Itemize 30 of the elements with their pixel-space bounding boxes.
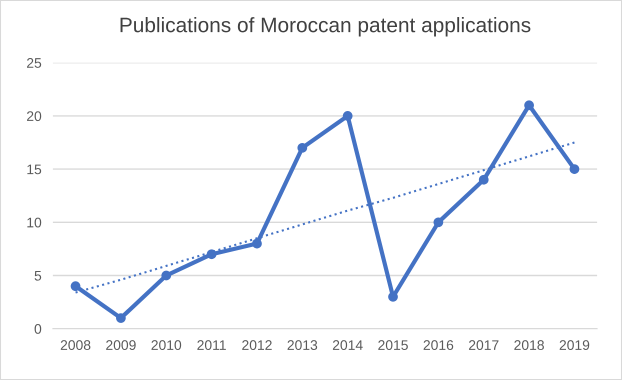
point <box>434 217 444 228</box>
point <box>388 292 398 302</box>
point <box>342 111 353 121</box>
y-tick-label: 5 <box>34 270 42 281</box>
point <box>570 164 580 174</box>
x-tick-label: 2018 <box>514 340 544 350</box>
x-tick-label: 2008 <box>60 340 90 350</box>
y-tick-label: 10 <box>27 218 42 228</box>
y-tick-label: 25 <box>27 58 42 68</box>
y-tick-label: 20 <box>27 111 42 122</box>
point <box>116 313 126 323</box>
x-tick-label: 2010 <box>152 340 182 350</box>
x-tick-label: 2019 <box>560 340 590 350</box>
x-tick-label: 2013 <box>288 340 318 350</box>
x-tick-label: 2015 <box>378 340 408 350</box>
x-tick-label: 2009 <box>106 340 136 350</box>
point <box>297 142 308 153</box>
point <box>252 238 262 248</box>
point <box>524 100 534 110</box>
x-tick-label: 2012 <box>242 340 272 350</box>
x-tick-label: 2016 <box>424 340 454 350</box>
chart-title: Publications of Moroccan patent applications <box>120 17 530 36</box>
x-tick-label: 2017 <box>468 340 498 350</box>
point <box>478 174 489 185</box>
y-tick-label: 15 <box>27 164 42 174</box>
point <box>161 270 172 280</box>
x-tick-label: 2014 <box>332 340 363 350</box>
point <box>70 281 80 291</box>
x-tick-label: 2011 <box>197 340 226 350</box>
y-tick-label: 0 <box>34 324 42 334</box>
